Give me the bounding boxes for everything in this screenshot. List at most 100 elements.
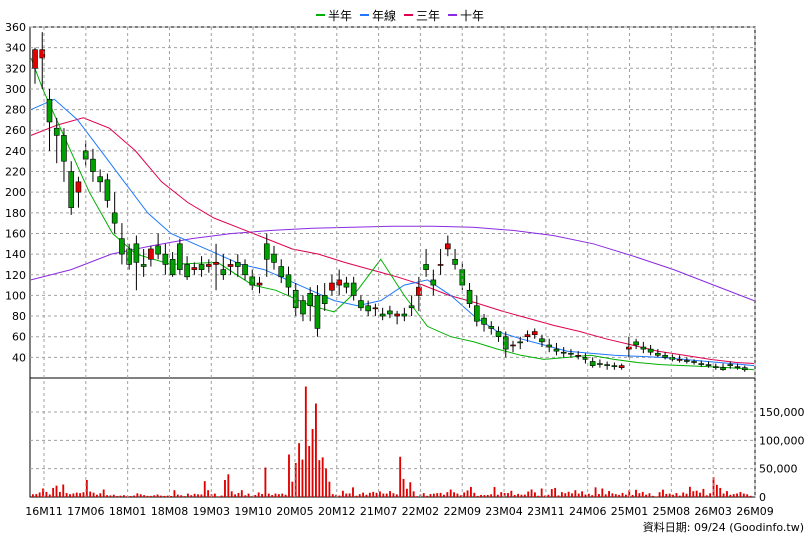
volume-bar xyxy=(288,454,290,497)
volume-bar xyxy=(96,494,98,497)
candle-body xyxy=(473,305,480,322)
price-tick-label: 40 xyxy=(12,351,26,364)
candle-body xyxy=(111,212,118,224)
candle-body xyxy=(285,274,292,288)
volume-bar xyxy=(79,493,82,497)
volume-bar xyxy=(608,490,610,497)
candle-body xyxy=(604,364,610,366)
candle-body xyxy=(249,276,256,286)
volume-bar xyxy=(42,488,44,497)
candle-body xyxy=(669,357,676,360)
volume-bar xyxy=(385,493,388,497)
x-tick-label: 24M06 xyxy=(569,505,607,518)
volume-bar xyxy=(480,494,482,497)
candle-body xyxy=(445,243,451,250)
volume-bar xyxy=(577,493,580,497)
volume-bar xyxy=(550,489,553,497)
x-tick-label: 25M01 xyxy=(611,505,649,518)
volume-bar xyxy=(584,494,587,497)
volume-bar xyxy=(564,493,567,497)
legend: 半年 年線 三年 十年 xyxy=(316,8,484,23)
volume-bar xyxy=(402,478,405,497)
volume-bar xyxy=(446,492,449,497)
volume-bar xyxy=(328,481,331,497)
volume-bar xyxy=(203,481,206,497)
volume-bar xyxy=(476,495,479,497)
candle-body xyxy=(350,282,357,296)
volume-bar xyxy=(665,493,668,497)
candle-body xyxy=(53,127,60,136)
volume-bar xyxy=(490,494,493,497)
candle-body xyxy=(401,313,408,317)
candle-body xyxy=(597,363,603,365)
volume-bar xyxy=(58,491,61,497)
volume-bar xyxy=(92,492,95,497)
volume-bar xyxy=(645,494,648,497)
volume-bar xyxy=(598,494,600,497)
price-tick-label: 140 xyxy=(5,248,26,261)
volume-bar xyxy=(635,489,637,497)
volume-bar xyxy=(173,490,176,497)
candle-body xyxy=(133,243,140,263)
volume-bar xyxy=(547,494,550,497)
volume-bar xyxy=(112,494,115,497)
candle-body xyxy=(206,264,212,267)
candle-body xyxy=(495,331,502,338)
candle-body xyxy=(343,282,350,288)
price-tick-label: 260 xyxy=(5,124,26,137)
candle-body xyxy=(691,361,697,363)
volume-bar xyxy=(682,492,685,497)
volume-bar xyxy=(338,495,341,497)
x-tick-label: 25M08 xyxy=(653,505,691,518)
volume-bar xyxy=(345,493,348,497)
candle-body xyxy=(466,289,473,304)
volume-bar xyxy=(604,494,607,497)
candle-body xyxy=(394,313,400,317)
candle-body xyxy=(633,341,639,346)
volume-bar xyxy=(621,492,624,497)
volume-bar xyxy=(170,495,172,497)
volume-bar xyxy=(655,496,658,497)
volume-bar xyxy=(318,460,321,497)
candle-body xyxy=(517,341,524,344)
volume-bar xyxy=(106,495,108,497)
volume-bar xyxy=(688,486,691,497)
candle-body xyxy=(662,354,668,358)
candle-body xyxy=(68,171,75,208)
volume-bar xyxy=(341,490,344,497)
volume-bar xyxy=(429,494,432,497)
volume-bar xyxy=(695,490,698,497)
volume-tick-label: 0 xyxy=(759,491,766,504)
volume-bar xyxy=(116,495,119,497)
price-tick-label: 320 xyxy=(5,62,26,75)
volume-bar xyxy=(719,487,722,497)
candle-body xyxy=(278,266,285,278)
candle-body xyxy=(191,267,198,270)
volume-bar xyxy=(675,493,678,497)
volume-bar xyxy=(220,495,223,497)
volume-tick-label: 100,000 xyxy=(759,434,805,447)
volume-bar xyxy=(523,494,526,497)
candle-body xyxy=(560,351,567,354)
candle-body xyxy=(177,243,183,270)
volume-bar xyxy=(146,495,149,497)
volume-bar xyxy=(65,493,68,497)
volume-bar xyxy=(405,488,408,497)
candle-body xyxy=(90,158,96,172)
volume-bar xyxy=(496,494,499,497)
volume-bar xyxy=(742,493,745,497)
volume-bar xyxy=(200,494,203,497)
volume-bar xyxy=(439,492,442,497)
candle-body xyxy=(263,243,270,260)
candle-body xyxy=(481,317,487,325)
candle-body xyxy=(734,366,741,368)
volume-bar xyxy=(392,493,395,497)
candle-body xyxy=(531,331,538,335)
volume-bar xyxy=(298,443,301,497)
candle-body xyxy=(459,269,466,286)
volume-bar xyxy=(183,496,186,497)
volume-bar xyxy=(62,484,65,497)
volume-bar xyxy=(284,494,287,497)
volume-bar xyxy=(119,495,122,497)
price-tick-label: 80 xyxy=(12,310,26,323)
